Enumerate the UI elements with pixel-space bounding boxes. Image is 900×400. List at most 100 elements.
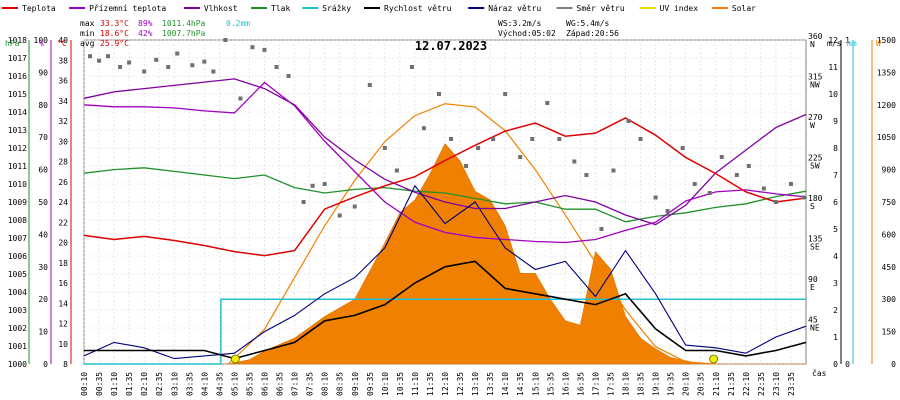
- temperature-tick-label: 12: [58, 320, 68, 329]
- direction-compass-label: N: [810, 40, 815, 49]
- wind-direction-point: [352, 204, 357, 209]
- wind-direction-point: [491, 137, 496, 141]
- temperature-tick-label: 24: [58, 198, 68, 207]
- legend-label: Solar: [732, 4, 756, 13]
- wind-direction-point: [545, 101, 550, 105]
- temperature-tick-label: 8: [63, 360, 68, 369]
- pressure-tick-label: 1001: [8, 342, 27, 351]
- pressure-tick-label: 1008: [8, 216, 27, 225]
- wind-direction-point: [322, 182, 327, 186]
- x-tick-label: 17:10: [591, 372, 600, 396]
- stat-max-press: 1011.4hPa: [162, 19, 206, 28]
- stat-max-hum: 89%: [138, 19, 153, 28]
- wind-direction-point: [530, 137, 535, 141]
- direction-tick-label: 180: [808, 194, 823, 203]
- x-tick-label: 04:35: [215, 372, 224, 396]
- temperature-tick-label: 10: [58, 340, 68, 349]
- pressure-tick-label: 1004: [8, 288, 27, 297]
- rain-axis-unit: mm: [847, 39, 857, 48]
- temperature-tick-label: 20: [58, 239, 68, 248]
- x-tick-label: 07:35: [306, 372, 315, 396]
- stat-rain: 0.2mm: [226, 19, 250, 28]
- temperature-tick-label: 36: [58, 77, 68, 86]
- solar-tick-label: 600: [882, 230, 897, 239]
- humidity-tick-label: 100: [34, 36, 49, 45]
- x-tick-label: 19:10: [652, 372, 661, 396]
- series-tlak: [83, 167, 807, 223]
- pressure-axis-unit: hPa: [5, 39, 20, 48]
- direction-compass-label: E: [810, 283, 815, 292]
- wind-direction-point: [734, 173, 739, 177]
- temperature-tick-label: 30: [58, 137, 68, 146]
- x-tick-label: 23:10: [772, 372, 781, 396]
- solar-tick-label: 300: [882, 295, 897, 304]
- x-tick-label: 22:35: [757, 372, 766, 396]
- pressure-tick-label: 1011: [8, 162, 27, 171]
- wind-tick-label: 12: [828, 36, 838, 45]
- wind-direction-point: [262, 47, 267, 52]
- pressure-tick-label: 1015: [8, 90, 27, 99]
- stat-max-label: max: [80, 19, 95, 28]
- wind-tick-label: 10: [828, 90, 838, 99]
- x-tick-label: 15:10: [531, 372, 540, 396]
- rain-tick-label: 0: [845, 360, 850, 369]
- humidity-tick-label: 50: [38, 198, 48, 207]
- x-tick-label: 20:10: [682, 372, 691, 396]
- wind-direction-point: [97, 58, 102, 63]
- x-tick-label: 13:35: [486, 372, 495, 396]
- x-tick-label: 19:35: [667, 372, 676, 396]
- x-tick-label: 03:10: [170, 372, 179, 396]
- x-tick-label: 12:35: [456, 372, 465, 396]
- wind-direction-point: [190, 63, 195, 68]
- direction-tick-label: 90: [808, 275, 818, 284]
- pressure-tick-label: 1000: [8, 360, 27, 369]
- x-tick-label: 11:35: [426, 372, 435, 396]
- solar-tick-label: 1200: [877, 101, 896, 110]
- x-tick-label: 00:10: [80, 372, 89, 396]
- series-rychlost-větru: [84, 260, 807, 360]
- wind-direction-point: [599, 227, 604, 231]
- wind-direction-point: [680, 146, 685, 150]
- wind-info-sunset: Západ:20:56: [566, 29, 619, 38]
- direction-compass-label: W: [810, 121, 815, 130]
- wind-tick-label: 2: [833, 306, 838, 315]
- temperature-axis-unit: °C: [57, 39, 67, 48]
- legend-label: Teplota: [22, 4, 56, 13]
- x-tick-label: 06:35: [276, 372, 285, 396]
- legend-label: UV index: [660, 4, 699, 13]
- direction-tick-label: 360: [808, 32, 823, 41]
- wind-axis-unit: m/s: [827, 39, 842, 48]
- wind-direction-point: [382, 146, 387, 150]
- wind-tick-label: 8: [833, 144, 838, 153]
- stat-min-press: 1007.7hPa: [162, 29, 206, 38]
- humidity-tick-label: 60: [38, 166, 48, 175]
- legend-label: Rychlost větru: [384, 4, 452, 13]
- x-tick-label: 21:35: [727, 372, 736, 396]
- wind-direction-point: [310, 183, 315, 188]
- temperature-tick-label: 22: [58, 218, 68, 227]
- x-tick-label: 14:35: [516, 372, 525, 396]
- x-tick-label: 18:35: [637, 372, 646, 396]
- legend-label: Přízemní teplota: [89, 4, 166, 13]
- direction-compass-label: S: [810, 202, 815, 211]
- temperature-tick-label: 16: [58, 279, 68, 288]
- x-tick-label: 08:35: [336, 372, 345, 396]
- pressure-tick-label: 1007: [8, 234, 27, 243]
- wind-direction-point: [557, 137, 562, 141]
- wind-direction-point: [118, 65, 123, 69]
- x-axis-label: čas: [812, 368, 827, 378]
- x-tick-label: 01:35: [125, 372, 134, 396]
- x-tick-label: 03:35: [185, 372, 194, 396]
- wind-direction-point: [301, 200, 306, 204]
- pressure-tick-label: 1013: [8, 126, 27, 135]
- x-tick-label: 02:10: [140, 372, 149, 396]
- series-vlhkost: [83, 78, 807, 226]
- direction-tick-label: 135: [808, 235, 823, 244]
- x-tick-label: 10:35: [396, 372, 405, 396]
- stat-min-temp: 18.6°C: [100, 29, 129, 38]
- solar-tick-label: 750: [882, 198, 897, 207]
- wind-direction-point: [572, 159, 577, 164]
- humidity-tick-label: 30: [38, 263, 48, 272]
